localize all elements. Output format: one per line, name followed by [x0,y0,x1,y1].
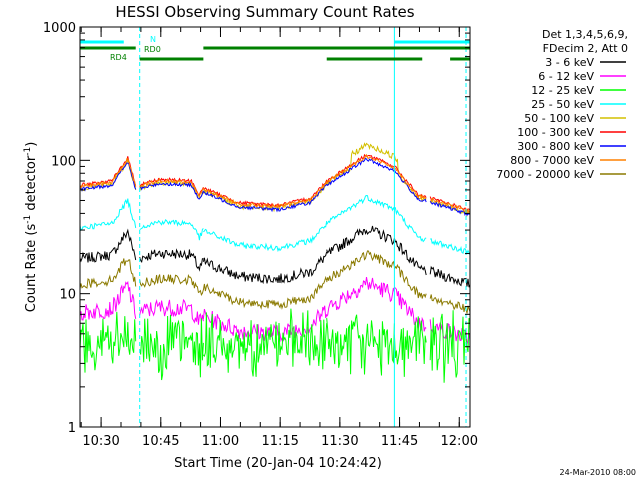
legend-label: 3 - 6 keV [545,56,594,69]
chart-title: HESSI Observing Summary Count Rates [115,3,414,21]
legend-label: 800 - 7000 keV [510,154,594,167]
x-tick-label: 11:15 [261,434,298,449]
x-tick-label: 11:00 [202,434,239,449]
series-line-8 [80,250,470,314]
series-line-1 [80,277,470,346]
y-tick-label: 1000 [43,21,76,36]
x-tick-label: 10:45 [142,434,179,449]
series-line-5 [80,153,470,211]
legend: Det 1,3,4,5,6,9,FDecim 2, Att 03 - 6 keV… [496,28,628,181]
y-axis-label-part: -1 [23,215,33,224]
x-tick-label: 12:00 [441,434,478,449]
x-axis-label: Start Time (20-Jan-04 10:24:42) [174,456,382,471]
y-axis-label: Count Rate (s-1 detector-1) [23,142,39,313]
series-traces [80,142,470,383]
legend-label: 100 - 300 keV [517,126,594,139]
rd0-flag-label: RD0 [144,45,161,54]
legend-label: 25 - 50 keV [531,98,594,111]
legend-label: 300 - 800 keV [517,140,594,153]
y-axis-label-part: ) [24,142,39,147]
n-flag-label: N [150,35,156,44]
series-line-7 [80,153,470,214]
rd4-flag-label: RD4 [110,53,127,62]
y-tick-label: 100 [51,154,76,169]
legend-label: 6 - 12 keV [538,70,594,83]
y-tick-label: 1 [68,421,76,436]
plot-frame [79,26,471,428]
legend-label: 50 - 100 keV [524,112,594,125]
x-tick-label: 10:30 [82,434,119,449]
x-tick-label: 11:45 [381,434,418,449]
series-line-3 [80,194,470,256]
legend-label: 12 - 25 keV [531,84,594,97]
legend-label: 7000 - 20000 keV [496,168,594,181]
series-line-2 [80,308,470,383]
y-axis-label-part: detector [24,155,39,215]
y-axis-label-part: Count Rate (s [24,224,39,313]
legend-header-line: Det 1,3,4,5,6,9, [542,28,628,41]
y-axis-label-part: -1 [23,147,33,156]
x-axis-ticks: 10:30 10:45 11:00 11:15 11:30 11:45 12:00 [80,27,478,449]
footer-date: 24-Mar-2010 08:00 [560,468,637,477]
x-tick-label: 11:30 [321,434,358,449]
y-tick-label: 10 [59,288,76,303]
series-line-0 [80,225,470,288]
series-line-6 [80,157,470,217]
series-line-4 [80,142,470,218]
legend-header-line: FDecim 2, Att 0 [543,42,628,55]
